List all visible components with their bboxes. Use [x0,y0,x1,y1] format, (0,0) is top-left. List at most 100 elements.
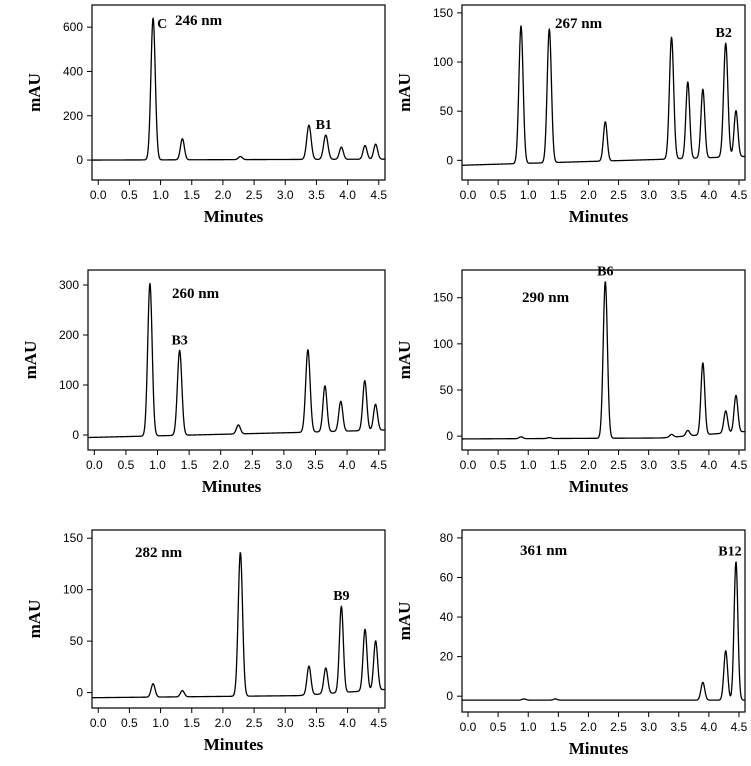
chart-panel-3: 0.0 0.5 1.0 1.5 2.0 2.5 3.0 3.5 4.0 4.5 0 100 200 300… [21,269,387,496]
x-tick-label: 1.0 [520,458,537,472]
x-tick-label: 3.5 [308,188,325,202]
x-axis-label: Minutes [202,477,262,496]
x-tick-label: 0.5 [118,458,135,472]
wavelength-label: 267 nm [555,16,603,32]
chromatogram-trace [461,281,746,440]
x-axis-label: Minutes [204,735,264,754]
plot-frame [91,4,386,181]
x-tick-label: 3.0 [276,458,293,472]
x-tick-label: 0.0 [90,716,107,730]
x-tick-label: 0.5 [121,188,138,202]
y-axis-label: mAU [21,341,40,380]
x-tick-label: 0.0 [86,458,103,472]
x-tick-label: 1.5 [550,188,567,202]
x-tick-label: 3.0 [277,188,294,202]
x-tick-label: 3.0 [640,458,657,472]
x-tick-label: 2.0 [215,716,232,730]
x-tick-label: 3.0 [640,188,657,202]
y-tick-label: 150 [433,6,453,20]
chromatogram-trace [91,17,386,161]
y-tick-label: 100 [59,378,79,392]
y-axis-label: mAU [395,73,414,112]
y-axis-label: mAU [395,341,414,380]
y-tick-label: 400 [63,64,83,78]
peak-label-b3: B3 [171,333,187,348]
y-tick-label: 0 [446,153,453,167]
x-tick-label: 1.5 [550,458,567,472]
y-tick-label: 80 [440,531,454,545]
peak-label-b1: B1 [316,118,332,133]
x-tick-label: 3.5 [670,458,687,472]
y-tick-label: 200 [59,328,79,342]
plot-frame [87,269,386,451]
wavelength-label: 246 nm [175,13,223,29]
x-tick-label: 4.5 [370,458,387,472]
y-tick-label: 100 [433,337,453,351]
plot-frame [91,529,386,709]
x-tick-label: 0.0 [90,188,107,202]
chart-panel-2: 0.0 0.5 1.0 1.5 2.0 2.5 3.0 3.5 4.0 4.5 0 50 100 150 M… [395,4,748,226]
x-tick-label: 0.0 [460,188,477,202]
x-tick-label: 4.5 [731,188,748,202]
x-tick-label: 4.0 [701,720,718,734]
peak-label-b9: B9 [333,589,349,604]
y-tick-label: 100 [63,583,83,597]
x-tick-label: 2.0 [215,188,232,202]
wavelength-label: 361 nm [520,543,568,559]
x-tick-label: 1.5 [181,458,198,472]
chart-panel-4: 0.0 0.5 1.0 1.5 2.0 2.5 3.0 3.5 4.0 4.5 0 50 100 150 M… [395,264,748,496]
x-tick-label: 2.5 [246,716,263,730]
y-tick-label: 60 [440,570,454,584]
y-tick-label: 150 [63,531,83,545]
y-axis-label: mAU [395,602,414,641]
x-tick-label: 1.0 [520,188,537,202]
x-axis-label: Minutes [569,477,629,496]
y-tick-label: 50 [70,634,84,648]
peak-label-b2: B2 [716,26,732,41]
x-tick-label: 2.5 [610,188,627,202]
x-tick-label: 4.5 [731,458,748,472]
y-tick-label: 150 [433,291,453,305]
x-tick-label: 4.5 [731,720,748,734]
x-tick-label: 4.0 [339,458,356,472]
wavelength-label: 260 nm [172,286,220,302]
x-tick-label: 1.0 [152,716,169,730]
y-tick-label: 600 [63,20,83,34]
y-tick-label: 0 [76,686,83,700]
peak-label-b12: B12 [718,545,741,560]
x-tick-label: 2.0 [580,458,597,472]
x-tick-label: 1.0 [149,458,166,472]
y-axis-label: mAU [25,600,44,639]
chromatogram-trace [87,282,386,439]
x-tick-label: 1.5 [550,720,567,734]
y-tick-label: 50 [440,383,454,397]
x-tick-label: 3.5 [670,188,687,202]
x-tick-label: 0.5 [490,458,507,472]
peak-label-b6: B6 [597,264,613,279]
chart-panel-1: 0.0 0.5 1.0 1.5 2.0 2.5 3.0 3.5 4.0 4.5 0 200 400 600… [25,4,387,226]
x-tick-label: 4.0 [701,458,718,472]
wavelength-label: 290 nm [522,290,570,306]
x-tick-label: 1.5 [183,716,200,730]
x-tick-label: 3.5 [670,720,687,734]
x-axis-label: Minutes [204,207,264,226]
x-tick-label: 3.5 [307,458,324,472]
x-tick-label: 2.5 [246,188,263,202]
x-tick-label: 0.5 [490,720,507,734]
x-tick-label: 2.0 [580,188,597,202]
y-axis-label: mAU [25,73,44,112]
x-tick-label: 1.0 [520,720,537,734]
x-tick-label: 4.5 [370,188,387,202]
chromatogram-trace [91,552,386,699]
chart-panel-5: 0.0 0.5 1.0 1.5 2.0 2.5 3.0 3.5 4.0 4.5 0 50 100 150 M… [25,529,387,754]
x-tick-label: 4.0 [701,188,718,202]
x-tick-label: 4.0 [339,716,356,730]
plot-frame [461,4,746,181]
y-tick-label: 300 [59,278,79,292]
x-tick-label: 3.5 [308,716,325,730]
plot-frame [461,529,746,713]
x-tick-label: 0.0 [460,720,477,734]
chart-panel-6: 0.0 0.5 1.0 1.5 2.0 2.5 3.0 3.5 4.0 4.5 0 20 40 60 80 M… [395,529,748,758]
x-tick-label: 2.5 [610,720,627,734]
